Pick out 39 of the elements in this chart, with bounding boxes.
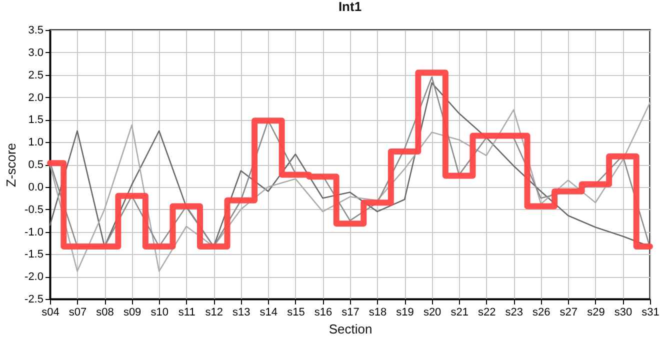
y-tick-label: -2.5 bbox=[24, 294, 44, 306]
y-axis-title: Z-score bbox=[4, 142, 19, 188]
x-tick-label: s04 bbox=[42, 306, 60, 318]
x-axis-title: Section bbox=[328, 322, 372, 336]
x-tick-label: s22 bbox=[478, 306, 496, 318]
x-tick-label: s13 bbox=[232, 306, 250, 318]
x-tick-label: s26 bbox=[532, 306, 550, 318]
x-tick-label: s09 bbox=[123, 306, 142, 318]
x-tick-label: s20 bbox=[423, 306, 442, 318]
y-tick-label: 2.5 bbox=[28, 69, 44, 82]
x-tick-label: s14 bbox=[260, 306, 278, 318]
y-tick-label: -0.5 bbox=[24, 204, 44, 216]
x-tick-label: s31 bbox=[642, 306, 660, 318]
y-tick-label: 0.0 bbox=[28, 181, 44, 194]
x-tick-label: s10 bbox=[150, 306, 168, 318]
chart-title: Int1 bbox=[338, 0, 362, 14]
x-tick-label: s12 bbox=[205, 306, 224, 318]
x-tick-label: s18 bbox=[368, 306, 387, 318]
x-tick-label: s29 bbox=[587, 306, 605, 318]
x-tick-label: s16 bbox=[314, 306, 332, 318]
y-tick-label: -2.0 bbox=[24, 271, 44, 284]
x-tick-label: s27 bbox=[560, 306, 578, 318]
x-tick-label: s21 bbox=[450, 306, 468, 318]
y-tick-label: 0.5 bbox=[28, 159, 44, 171]
x-tick-label: s08 bbox=[96, 306, 114, 318]
x-tick-label: s17 bbox=[342, 306, 360, 318]
y-tick-label: 2.0 bbox=[28, 92, 44, 104]
x-tick-label: s11 bbox=[178, 306, 196, 318]
x-tick-label: s07 bbox=[68, 306, 87, 318]
y-tick-label: 3.0 bbox=[28, 46, 44, 59]
y-tick-label: 1.0 bbox=[28, 136, 44, 149]
y-tick-label: 1.5 bbox=[28, 114, 44, 126]
x-tick-label: s30 bbox=[614, 306, 632, 318]
x-tick-label: s15 bbox=[287, 306, 305, 318]
y-tick-label: -1.5 bbox=[24, 248, 44, 261]
y-tick-label: 3.5 bbox=[28, 24, 44, 36]
y-tick-label: -1.0 bbox=[24, 226, 44, 238]
x-tick-label: s19 bbox=[396, 306, 414, 318]
x-tick-label: s23 bbox=[505, 306, 524, 318]
